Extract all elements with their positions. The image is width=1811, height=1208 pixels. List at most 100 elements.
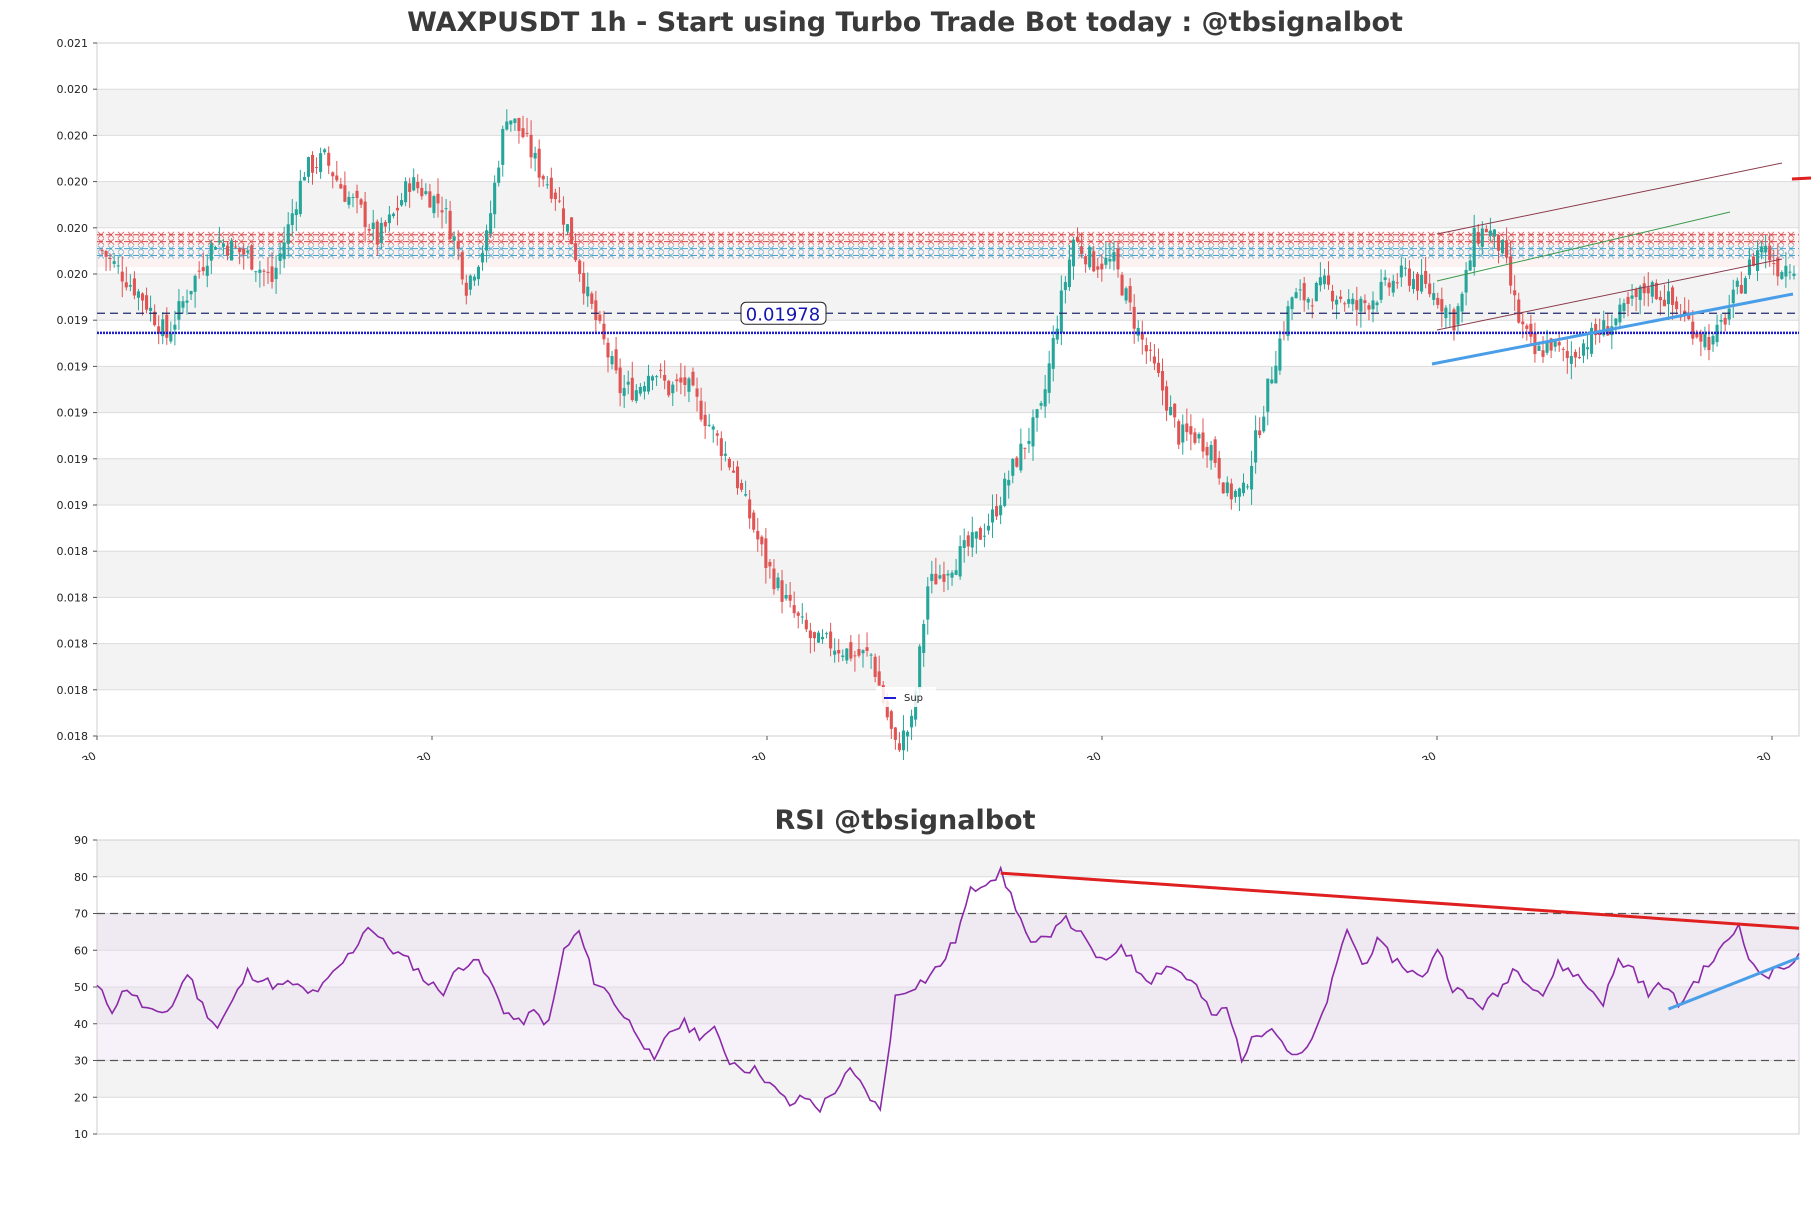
zone-marker <box>377 245 385 252</box>
resistance-marker <box>527 238 535 245</box>
candle-body <box>549 177 553 199</box>
resistance-marker <box>977 238 985 245</box>
resistance-marker <box>397 238 405 245</box>
candle-body <box>181 301 185 308</box>
candle-body <box>1428 283 1432 295</box>
zone-marker <box>1567 245 1575 252</box>
candle-body <box>663 374 667 381</box>
candle-body <box>768 561 772 567</box>
candle-body <box>1011 459 1015 476</box>
resistance-marker <box>1307 231 1315 238</box>
candle-body <box>946 573 950 576</box>
resistance-marker <box>1057 231 1065 238</box>
zone-marker <box>1257 245 1265 252</box>
candle-body <box>1727 308 1731 320</box>
candle-body <box>140 293 145 301</box>
candle-body <box>1525 325 1529 329</box>
candle-body <box>695 388 699 397</box>
zone-marker <box>567 245 575 252</box>
candle-body <box>1731 289 1735 304</box>
resistance-marker <box>337 238 345 245</box>
resistance-marker <box>1647 231 1655 238</box>
candle-body <box>217 240 221 243</box>
resistance-marker <box>857 231 865 238</box>
candle-body <box>1120 274 1124 296</box>
zone-marker <box>907 245 915 252</box>
zone-marker <box>1157 245 1165 252</box>
zone-marker <box>1477 252 1485 259</box>
resistance-marker <box>157 238 165 245</box>
zone-marker <box>157 252 165 259</box>
candle-body <box>853 655 857 657</box>
zone-marker <box>1137 245 1145 252</box>
candle-body <box>1132 306 1136 329</box>
zone-marker <box>1707 245 1715 252</box>
zone-marker <box>1487 252 1495 259</box>
candle-body <box>1517 299 1521 323</box>
grid-band <box>97 458 1799 505</box>
resistance-marker <box>107 231 115 238</box>
resistance-marker <box>477 231 485 238</box>
resistance-marker <box>747 231 755 238</box>
zone-marker <box>1037 245 1045 252</box>
candle-body <box>1084 256 1088 265</box>
resistance-marker <box>907 238 915 245</box>
candle-body <box>800 616 804 618</box>
resistance-marker <box>1117 238 1125 245</box>
resistance-marker <box>487 238 495 245</box>
resistance-marker <box>1227 238 1235 245</box>
candle-body <box>1735 280 1739 287</box>
resistance-marker <box>307 238 315 245</box>
resistance-marker <box>957 238 965 245</box>
zone-marker <box>1167 252 1175 259</box>
resistance-marker <box>1557 238 1565 245</box>
resistance-marker <box>807 231 815 238</box>
resistance-marker <box>897 231 905 238</box>
zone-marker <box>107 245 115 252</box>
resistance-marker <box>1177 238 1185 245</box>
resistance-marker <box>697 231 705 238</box>
zone-marker <box>357 252 365 259</box>
zone-marker <box>1577 252 1585 259</box>
zone-marker <box>967 245 975 252</box>
resistance-marker <box>357 231 365 238</box>
candle-body <box>468 275 472 290</box>
zone-marker <box>1537 245 1545 252</box>
candle-body <box>986 525 991 531</box>
candle-body <box>242 248 246 255</box>
candle-body <box>1719 320 1723 322</box>
candle-body <box>1772 263 1776 265</box>
zone-marker <box>1527 252 1535 259</box>
candle-body <box>448 210 452 239</box>
candle-body <box>1262 416 1266 432</box>
candle-body <box>436 193 440 204</box>
candle-body <box>1245 486 1250 488</box>
candle-body <box>691 371 695 386</box>
candle-body <box>918 646 922 690</box>
resistance-marker <box>577 231 585 238</box>
resistance-marker <box>687 231 695 238</box>
candle-body <box>901 730 906 751</box>
zone-marker <box>927 252 935 259</box>
candle-body <box>744 494 748 496</box>
resistance-marker <box>827 231 835 238</box>
candle-body <box>1116 248 1120 270</box>
resistance-marker <box>1257 231 1265 238</box>
candle-body <box>1561 348 1565 350</box>
candle-body <box>1270 379 1274 384</box>
zone-marker <box>307 252 315 259</box>
candle-body <box>1594 323 1598 336</box>
resistance-marker <box>1567 231 1575 238</box>
candle-body <box>942 574 946 582</box>
resistance-marker <box>387 238 395 245</box>
zone-marker <box>107 252 115 259</box>
zone-marker <box>467 245 475 252</box>
rsi-y-tick-label: 20 <box>74 1091 88 1104</box>
candle-body <box>1521 321 1525 325</box>
candle-body <box>1760 246 1764 253</box>
candle-body <box>197 270 201 272</box>
candle-body <box>1047 363 1051 393</box>
zone-marker <box>1697 245 1705 252</box>
zone-marker <box>377 252 385 259</box>
candle-body <box>1602 320 1606 336</box>
